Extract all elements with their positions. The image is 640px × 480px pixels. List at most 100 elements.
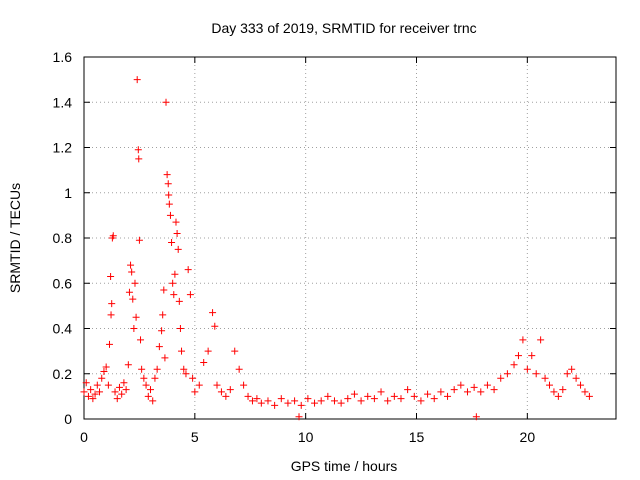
data-point xyxy=(171,270,179,278)
data-point xyxy=(437,388,445,396)
data-point xyxy=(537,336,545,344)
data-point xyxy=(161,354,169,362)
data-point xyxy=(510,361,518,369)
data-point xyxy=(82,379,90,387)
data-point xyxy=(577,381,585,389)
data-point xyxy=(457,381,465,389)
data-point xyxy=(304,395,312,403)
data-point xyxy=(226,386,234,394)
data-point xyxy=(311,399,319,407)
data-point xyxy=(291,397,299,405)
data-point xyxy=(149,397,157,405)
data-point xyxy=(572,374,580,382)
data-point xyxy=(472,413,480,421)
y-tick-label: 1.6 xyxy=(53,49,73,65)
data-point xyxy=(144,392,152,400)
data-point xyxy=(248,397,256,405)
data-point xyxy=(585,392,593,400)
data-point xyxy=(108,300,116,308)
data-point xyxy=(175,297,183,305)
data-point xyxy=(125,288,133,296)
data-point xyxy=(118,390,126,398)
data-point xyxy=(231,347,239,355)
data-point xyxy=(284,399,292,407)
grid-layer xyxy=(84,57,616,419)
data-point xyxy=(186,291,194,299)
data-point xyxy=(295,413,303,421)
data-point xyxy=(178,347,186,355)
y-tick-label: 1.2 xyxy=(53,140,73,156)
data-point xyxy=(124,361,132,369)
data-point xyxy=(107,272,115,280)
data-point xyxy=(213,381,221,389)
data-point xyxy=(109,232,117,240)
data-point xyxy=(173,229,181,237)
data-point xyxy=(444,392,452,400)
data-point xyxy=(195,381,203,389)
data-point xyxy=(277,395,285,403)
data-point xyxy=(532,370,540,378)
data-point xyxy=(357,397,365,405)
data-point xyxy=(370,395,378,403)
x-tick-label: 20 xyxy=(520,429,536,445)
data-point xyxy=(410,392,418,400)
y-tick-label: 0.4 xyxy=(53,321,73,337)
x-tick-label: 15 xyxy=(409,429,425,445)
y-tick-label: 1.4 xyxy=(53,94,73,110)
data-point xyxy=(344,395,352,403)
data-point xyxy=(384,397,392,405)
data-point xyxy=(163,171,171,179)
data-point xyxy=(503,370,511,378)
data-point xyxy=(166,211,174,219)
data-point xyxy=(417,397,425,405)
data-point xyxy=(317,397,325,405)
y-tick-label: 0.6 xyxy=(53,275,73,291)
data-point xyxy=(330,397,338,405)
data-point xyxy=(162,98,170,106)
data-point xyxy=(364,392,372,400)
data-point xyxy=(568,365,576,373)
data-point xyxy=(84,392,92,400)
data-point xyxy=(324,392,332,400)
data-point xyxy=(253,395,261,403)
data-point xyxy=(184,266,192,274)
data-point xyxy=(523,365,531,373)
y-tick-labels: 0 0.2 0.4 0.6 0.8 1 1.2 1.4 1.6 xyxy=(53,49,73,427)
ticks-layer xyxy=(83,56,616,420)
data-point xyxy=(137,336,145,344)
data-point xyxy=(87,386,95,394)
data-point xyxy=(463,388,471,396)
data-point xyxy=(138,365,146,373)
data-point xyxy=(477,388,485,396)
data-point xyxy=(390,392,398,400)
data-point xyxy=(350,390,358,398)
data-point xyxy=(172,218,180,226)
y-tick-label: 0 xyxy=(64,411,72,427)
data-point xyxy=(155,343,163,351)
data-point xyxy=(377,388,385,396)
data-point xyxy=(222,392,230,400)
data-point xyxy=(142,381,150,389)
data-point xyxy=(483,381,491,389)
data-point xyxy=(424,390,432,398)
data-point xyxy=(107,311,115,319)
data-point xyxy=(91,390,99,398)
data-point xyxy=(244,392,252,400)
data-point xyxy=(559,386,567,394)
data-point xyxy=(131,279,139,287)
data-point xyxy=(397,395,405,403)
data-point xyxy=(404,386,412,394)
data-point xyxy=(115,383,123,391)
data-point xyxy=(164,180,172,188)
data-point xyxy=(257,399,265,407)
data-point xyxy=(204,347,212,355)
data-point xyxy=(528,352,536,360)
data-point xyxy=(169,279,177,287)
data-point xyxy=(102,363,110,371)
data-point xyxy=(217,388,225,396)
data-point xyxy=(120,379,128,387)
data-point xyxy=(189,374,197,382)
data-point xyxy=(158,327,166,335)
x-tick-label: 5 xyxy=(191,429,199,445)
